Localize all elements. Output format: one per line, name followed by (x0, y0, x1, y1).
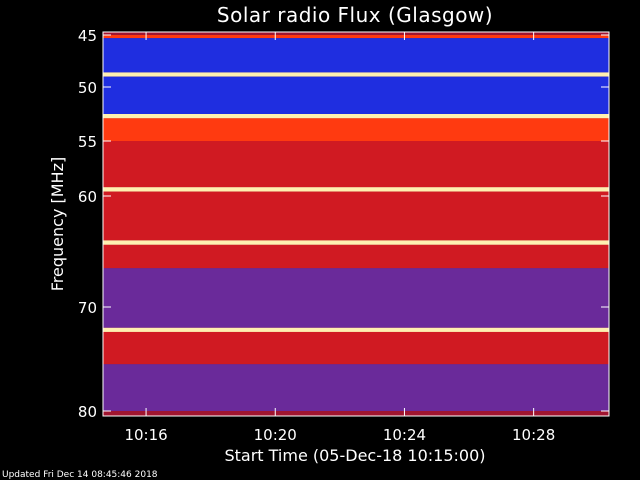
frequency-band (103, 38, 609, 73)
y-tick-label: 80 (78, 403, 97, 421)
x-tick-label: 10:20 (254, 426, 297, 444)
frequency-band (103, 35, 609, 39)
frequency-band (103, 187, 609, 192)
frequency-band (103, 244, 609, 269)
chart-title: Solar radio Flux (Glasgow) (217, 3, 493, 27)
x-tick-label: 10:24 (383, 426, 426, 444)
frequency-band (103, 76, 609, 114)
spectrogram-plot-area (103, 32, 609, 416)
frequency-band (103, 118, 609, 141)
frequency-band (103, 327, 609, 332)
frequency-band (103, 141, 609, 188)
x-tick-label: 10:28 (512, 426, 555, 444)
frequency-band (103, 191, 609, 241)
frequency-band (103, 268, 609, 328)
y-axis: 45 50 55 60 70 80 (78, 27, 609, 421)
updated-timestamp: Updated Fri Dec 14 08:45:46 2018 (2, 470, 158, 480)
frequency-band (103, 331, 609, 365)
y-tick-label: 55 (78, 133, 97, 151)
y-tick-label: 70 (78, 299, 97, 317)
x-axis: 10:16 10:20 10:24 10:28 (124, 32, 555, 444)
frequency-band (103, 114, 609, 119)
x-axis-label: Start Time (05-Dec-18 10:15:00) (224, 446, 485, 465)
y-axis-label: Frequency [MHz] (48, 157, 67, 291)
x-tick-label: 10:16 (124, 426, 167, 444)
y-tick-label: 45 (78, 27, 97, 45)
frequency-band (103, 72, 609, 77)
frequency-band (103, 240, 609, 245)
y-tick-label: 50 (78, 79, 97, 97)
frequency-band (103, 364, 609, 411)
y-tick-label: 60 (78, 188, 97, 206)
plot-frame (102, 31, 610, 417)
